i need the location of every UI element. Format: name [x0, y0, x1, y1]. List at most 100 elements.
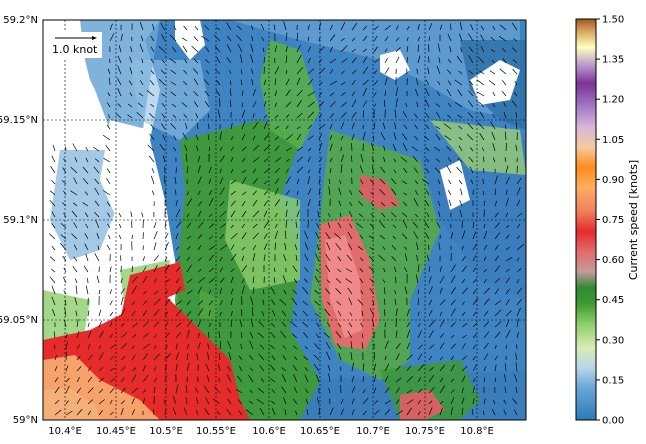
current-vector — [108, 234, 111, 240]
current-vector — [164, 387, 167, 394]
current-vector — [208, 190, 213, 196]
current-vector — [391, 244, 397, 251]
current-vector — [339, 212, 342, 218]
current-vector — [394, 290, 397, 295]
current-vector — [285, 101, 292, 108]
current-vector — [350, 168, 353, 174]
current-vector — [285, 46, 288, 53]
current-vector — [384, 309, 386, 317]
current-vector — [450, 231, 454, 240]
current-vector — [170, 81, 177, 86]
current-vector — [205, 363, 210, 372]
current-vector — [76, 331, 80, 339]
current-vector — [450, 287, 456, 295]
current-vector — [369, 278, 375, 284]
current-vector — [84, 191, 89, 196]
current-vector — [236, 389, 243, 394]
map-frame — [42, 19, 527, 421]
current-vector — [283, 21, 287, 31]
current-vector — [270, 364, 276, 372]
current-vector — [406, 37, 409, 42]
current-vector — [51, 268, 56, 273]
current-vector — [347, 243, 353, 251]
current-vector — [150, 103, 155, 108]
current-vector — [404, 246, 408, 251]
current-vector — [370, 202, 375, 207]
current-vector — [327, 301, 331, 306]
current-vector — [94, 178, 100, 185]
current-vector — [142, 256, 146, 262]
current-vector — [435, 126, 441, 130]
current-vector — [337, 222, 342, 229]
lat-tick-label: 59°N — [13, 415, 38, 426]
current-vector — [164, 374, 168, 383]
current-vector — [252, 307, 254, 317]
current-vector — [417, 411, 421, 416]
colorbar-label: Current speed [knots] — [627, 160, 640, 280]
current-vector — [416, 101, 419, 108]
current-vector — [346, 254, 353, 262]
current-vector — [230, 200, 236, 207]
current-vector — [450, 389, 455, 394]
current-vector — [505, 165, 509, 174]
current-vector — [164, 175, 166, 185]
current-vector — [481, 147, 485, 152]
current-vector — [329, 157, 333, 163]
current-vector — [450, 407, 453, 416]
current-vector — [373, 25, 379, 31]
scale-arrow: 1.0 knot — [50, 32, 102, 58]
current-vector — [314, 300, 320, 306]
current-vector — [380, 132, 386, 141]
current-vector — [164, 290, 169, 295]
current-vector — [482, 178, 485, 185]
current-vector — [439, 385, 446, 394]
current-vector — [103, 190, 111, 196]
current-vector — [349, 201, 353, 207]
current-vector — [205, 396, 210, 405]
current-vector — [483, 342, 489, 350]
current-vector — [414, 124, 419, 130]
current-vector — [285, 189, 291, 196]
current-vector — [263, 158, 269, 163]
current-vector — [356, 223, 364, 229]
current-vector — [326, 322, 331, 328]
current-vector — [421, 179, 430, 185]
current-vector — [362, 35, 368, 42]
current-vector — [461, 301, 465, 306]
current-vector — [186, 256, 190, 262]
current-vector — [448, 58, 452, 64]
current-vector — [305, 388, 309, 394]
current-vector — [98, 320, 103, 328]
current-vector — [395, 308, 398, 317]
current-vector — [251, 78, 254, 86]
current-vector — [494, 331, 501, 339]
current-vector — [318, 200, 320, 207]
current-vector — [115, 113, 122, 119]
current-vector — [428, 244, 430, 251]
current-vector — [450, 343, 456, 350]
current-vector — [257, 332, 265, 339]
current-vector — [226, 57, 232, 64]
current-vector — [102, 134, 111, 141]
current-vector — [403, 167, 408, 174]
current-vector — [492, 25, 496, 31]
current-vector — [51, 211, 56, 218]
current-vector — [483, 168, 485, 174]
current-vector — [219, 201, 225, 207]
current-vector — [391, 188, 397, 196]
current-vector — [368, 235, 375, 240]
current-vector — [248, 374, 254, 383]
current-vector — [158, 46, 166, 53]
current-vector — [98, 330, 104, 339]
current-vector — [158, 79, 166, 86]
current-vector — [296, 126, 301, 130]
current-vector — [394, 122, 397, 130]
current-vector — [304, 346, 309, 350]
current-vector — [314, 275, 320, 284]
current-vector — [505, 257, 513, 262]
current-vector — [119, 223, 122, 229]
current-vector — [161, 123, 166, 130]
current-vector — [494, 277, 500, 284]
current-vector — [479, 70, 485, 75]
current-vector — [219, 267, 224, 273]
